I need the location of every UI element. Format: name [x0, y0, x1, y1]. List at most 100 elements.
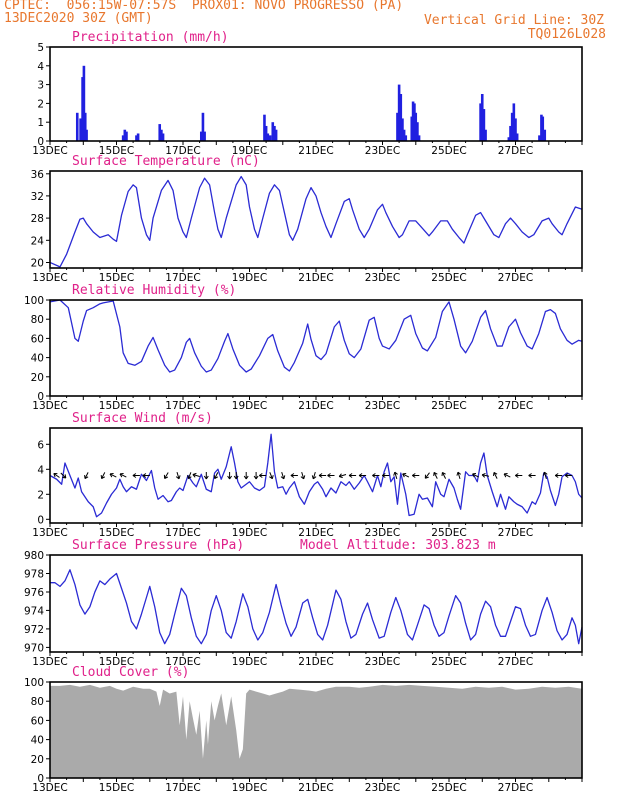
- wind-direction-arrow: [142, 473, 150, 478]
- precip-bar: [512, 103, 516, 141]
- y-tick-label: 3: [37, 80, 44, 92]
- y-tick-label: 20: [31, 258, 44, 270]
- precip-bar: [85, 129, 88, 141]
- wind-direction-arrow: [60, 472, 67, 479]
- wind-direction-arrow: [100, 472, 106, 480]
- y-tick-label: 32: [31, 191, 44, 203]
- precip-bar: [397, 84, 401, 141]
- y-tick-label: 980: [24, 550, 44, 562]
- y-tick-label: 2: [37, 98, 44, 110]
- precip-bar: [417, 135, 421, 141]
- x-tick-label: 19DEC: [232, 527, 267, 539]
- x-tick-label: 27DEC: [498, 527, 533, 539]
- wind-direction-arrow: [227, 472, 233, 480]
- x-tick-label: 13DEC: [32, 527, 67, 539]
- y-tick-label: 20: [31, 372, 44, 384]
- wind-direction-arrow: [84, 472, 89, 480]
- wind-direction-arrow: [481, 472, 490, 478]
- x-tick-label: 17DEC: [165, 400, 200, 412]
- precip-bar: [510, 112, 514, 141]
- surface-pressure-frame: [49, 554, 583, 653]
- x-tick-label: 13DEC: [32, 782, 67, 794]
- wind-direction-arrow: [382, 473, 390, 478]
- y-tick-label: 0: [37, 773, 44, 785]
- wind-direction-arrow: [280, 471, 286, 480]
- precip-bar: [136, 133, 140, 141]
- x-tick-label: 27DEC: [498, 272, 533, 284]
- header-run-id: TQ0126L028: [527, 27, 606, 42]
- precip-bar: [509, 125, 512, 141]
- x-tick-label: 23DEC: [365, 527, 400, 539]
- x-tick-label: 21DEC: [298, 527, 333, 539]
- wind-direction-arrow: [233, 472, 239, 480]
- wind-direction-arrow: [348, 473, 357, 478]
- precip-bar: [401, 118, 404, 141]
- x-tick-label: 13DEC: [32, 272, 67, 284]
- x-tick-label: 19DEC: [232, 145, 267, 157]
- surface-pressure-panel: 970 972 974 976 978 980 13DEC 15DEC 17DEC 19DEC 21…: [24, 538, 583, 668]
- x-tick-label: 13DEC: [32, 656, 67, 668]
- x-tick-label: 21DEC: [298, 145, 333, 157]
- wind-direction-arrow: [372, 473, 380, 478]
- precip-bar: [123, 129, 127, 141]
- x-tick-label: 15DEC: [99, 400, 134, 412]
- cloud-cover-area: [50, 684, 582, 778]
- y-tick-label: 4: [37, 61, 44, 73]
- x-tick-label: 25DEC: [431, 272, 466, 284]
- precip-bar: [484, 129, 487, 141]
- y-tick-label: 80: [31, 696, 44, 708]
- x-tick-label: 23DEC: [365, 656, 400, 668]
- x-tick-label: 13DEC: [32, 400, 67, 412]
- precip-bar: [266, 133, 270, 141]
- precip-bar: [479, 103, 482, 141]
- surface-temperature-panel: 20 24 28 32 36 13DEC 15DEC 17DEC 19DEC 21DEC 23DEC…: [31, 154, 583, 284]
- y-tick-label: 2: [37, 489, 44, 501]
- y-tick-label: 976: [24, 587, 44, 599]
- x-tick-label: 17DEC: [165, 272, 200, 284]
- precip-bar: [402, 129, 406, 141]
- x-tick-label: 15DEC: [99, 782, 134, 794]
- x-tick-label: 21DEC: [298, 400, 333, 412]
- x-tick-label: 25DEC: [431, 527, 466, 539]
- surface-temperature-title: Surface Temperature (nC): [72, 154, 260, 169]
- wind-direction-arrow: [269, 472, 274, 480]
- cloud-cover-panel: 0 20 40 60 80 100 13DEC 15DEC 17DEC 19DEC 21DEC 23D…: [24, 665, 583, 794]
- x-tick-label: 15DEC: [99, 656, 134, 668]
- y-tick-label: 60: [31, 715, 44, 727]
- surface-wind-frame: [49, 427, 583, 524]
- x-tick-label: 17DEC: [165, 656, 200, 668]
- x-tick-label: 27DEC: [498, 400, 533, 412]
- precip-bar: [273, 125, 276, 141]
- x-tick-label: 19DEC: [232, 272, 267, 284]
- x-tick-label: 25DEC: [431, 782, 466, 794]
- x-tick-label: 15DEC: [99, 527, 134, 539]
- y-tick-label: 970: [24, 642, 44, 654]
- y-tick-label: 978: [24, 569, 44, 581]
- x-tick-label: 23DEC: [365, 782, 400, 794]
- y-tick-label: 40: [31, 735, 44, 747]
- wind-direction-arrow: [163, 472, 169, 479]
- wind-direction-arrow: [358, 473, 367, 478]
- x-tick-label: 27DEC: [498, 782, 533, 794]
- wind-direction-arrow: [259, 473, 267, 478]
- x-tick-label: 15DEC: [99, 145, 134, 157]
- y-tick-label: 20: [31, 754, 44, 766]
- model-altitude-label: Model Altitude: 303.823 m: [300, 538, 496, 553]
- y-tick-label: 0: [37, 391, 44, 403]
- y-tick-label: 80: [31, 314, 44, 326]
- precip-bar: [538, 135, 541, 141]
- x-tick-label: 19DEC: [232, 656, 267, 668]
- surface-pressure-line: [50, 569, 583, 645]
- precip-bar: [203, 131, 206, 141]
- precip-bar: [263, 114, 266, 141]
- y-tick-label: 1: [37, 117, 44, 129]
- wind-direction-arrow: [318, 473, 327, 478]
- precip-bar: [410, 116, 414, 141]
- y-tick-label: 24: [31, 235, 45, 247]
- wind-direction-arrow: [300, 471, 306, 480]
- precip-bar: [161, 133, 165, 141]
- relative-humidity-panel: 0 20 40 60 80 100 13DEC 15DEC 17DEC 19DEC 21DEC 23D…: [24, 283, 583, 412]
- y-tick-label: 60: [31, 333, 44, 345]
- precip-bar: [79, 118, 82, 141]
